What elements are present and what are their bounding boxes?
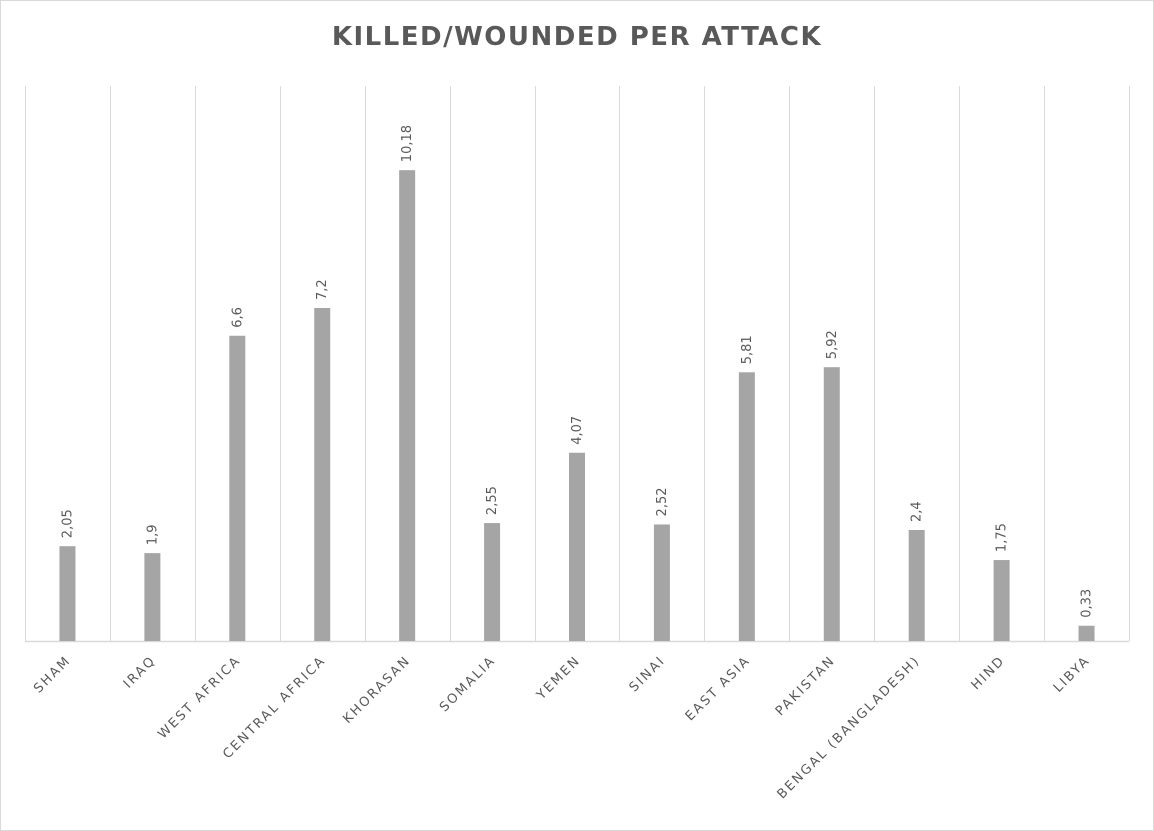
x-tick-label: BENGAL (BANGLADESH) xyxy=(775,653,924,802)
bar-east-asia xyxy=(738,372,755,641)
bar-libya xyxy=(1078,625,1095,641)
x-tick-label: SHAM xyxy=(31,653,74,696)
x-tick-label: YEMEN xyxy=(533,653,583,703)
data-label: 2,4 xyxy=(910,501,925,522)
chart-title: KILLED/WOUNDED PER ATTACK xyxy=(331,22,823,52)
bar-yemen xyxy=(569,452,585,641)
data-label: 1,75 xyxy=(995,523,1010,552)
data-label: 5,81 xyxy=(740,335,755,364)
data-label: 1,9 xyxy=(145,524,160,545)
bar-somalia xyxy=(484,523,501,641)
x-tick-label: HIND xyxy=(969,653,1009,693)
bar-sham xyxy=(59,546,76,641)
data-label: 5,92 xyxy=(825,330,840,359)
x-tick-label: LIBYA xyxy=(1051,653,1094,696)
bar-west-africa xyxy=(229,335,246,641)
x-tick-label: SINAI xyxy=(627,653,669,695)
data-label: 6,6 xyxy=(230,307,245,328)
data-label: 10,18 xyxy=(400,125,415,162)
x-tick-label: KHORASAN xyxy=(340,653,414,727)
x-tick-label: WEST AFRICA xyxy=(155,653,244,742)
bar-hind xyxy=(993,560,1010,641)
x-tick-label: PAKISTAN xyxy=(773,653,839,719)
data-label: 2,05 xyxy=(60,509,75,538)
bar-pakistan xyxy=(823,367,840,641)
data-label: 7,2 xyxy=(315,279,330,300)
bar-khorasan xyxy=(399,170,416,642)
data-label: 2,52 xyxy=(655,487,670,516)
data-label: 0,33 xyxy=(1080,589,1095,618)
bar-iraq xyxy=(144,553,161,641)
x-tick-label: SOMALIA xyxy=(437,653,499,715)
x-tick-label: EAST ASIA xyxy=(683,653,754,724)
x-tick-label: IRAQ xyxy=(121,653,159,691)
bar-central-africa xyxy=(314,308,331,641)
data-label: 4,07 xyxy=(570,416,585,445)
bar-sinai xyxy=(653,524,670,641)
data-label: 2,55 xyxy=(485,486,500,515)
bar-bengal-bangladesh xyxy=(908,530,925,641)
